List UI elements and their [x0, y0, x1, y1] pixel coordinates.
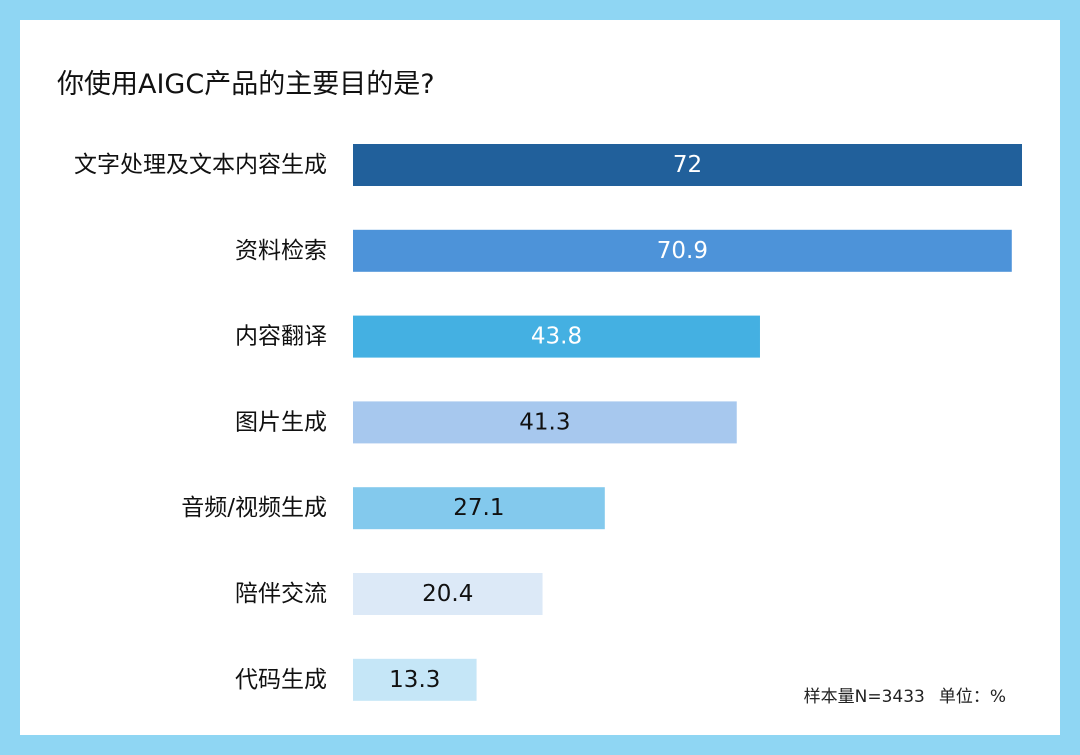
category-label-5: 陪伴交流: [235, 581, 327, 607]
bar-4: [353, 487, 605, 530]
value-label-5: 20.4: [422, 581, 473, 607]
bar-2: [353, 315, 760, 358]
value-label-6: 13.3: [389, 667, 440, 693]
chart-title: 你使用AIGC产品的主要目的是?: [57, 69, 435, 100]
value-label-0: 72: [673, 152, 702, 178]
bar-3: [353, 401, 737, 444]
bar-chart: 文字处理及文本内容生成 72 资料检索 70.9 内容翻译 43.8 图片生成 41.3 音频/…: [74, 144, 1022, 701]
bar-6: [353, 658, 477, 701]
category-label-6: 代码生成: [235, 667, 327, 693]
bar-0: [353, 144, 1022, 186]
value-label-4: 27.1: [453, 495, 504, 521]
category-label-0: 文字处理及文本内容生成: [74, 152, 327, 178]
value-label-3: 41.3: [519, 409, 570, 435]
value-label-2: 43.8: [531, 324, 582, 350]
chart-footnote: 样本量N=3433 单位：%: [804, 682, 1006, 707]
sample-size-note: 样本量N=3433: [803, 687, 925, 707]
category-label-2: 内容翻译: [235, 324, 327, 350]
bar-5: [353, 573, 543, 615]
value-label-1: 70.9: [657, 238, 708, 264]
chart-card: 你使用AIGC产品的主要目的是? 文字处理及文本内容生成 72 资料检索 70.9 内容…: [20, 20, 1060, 735]
category-label-4: 音频/视频生成: [181, 495, 327, 521]
unit-note: 单位：%: [938, 687, 1006, 707]
category-label-1: 资料检索: [235, 238, 327, 264]
bar-1: [353, 229, 1012, 272]
category-label-3: 图片生成: [235, 409, 327, 435]
